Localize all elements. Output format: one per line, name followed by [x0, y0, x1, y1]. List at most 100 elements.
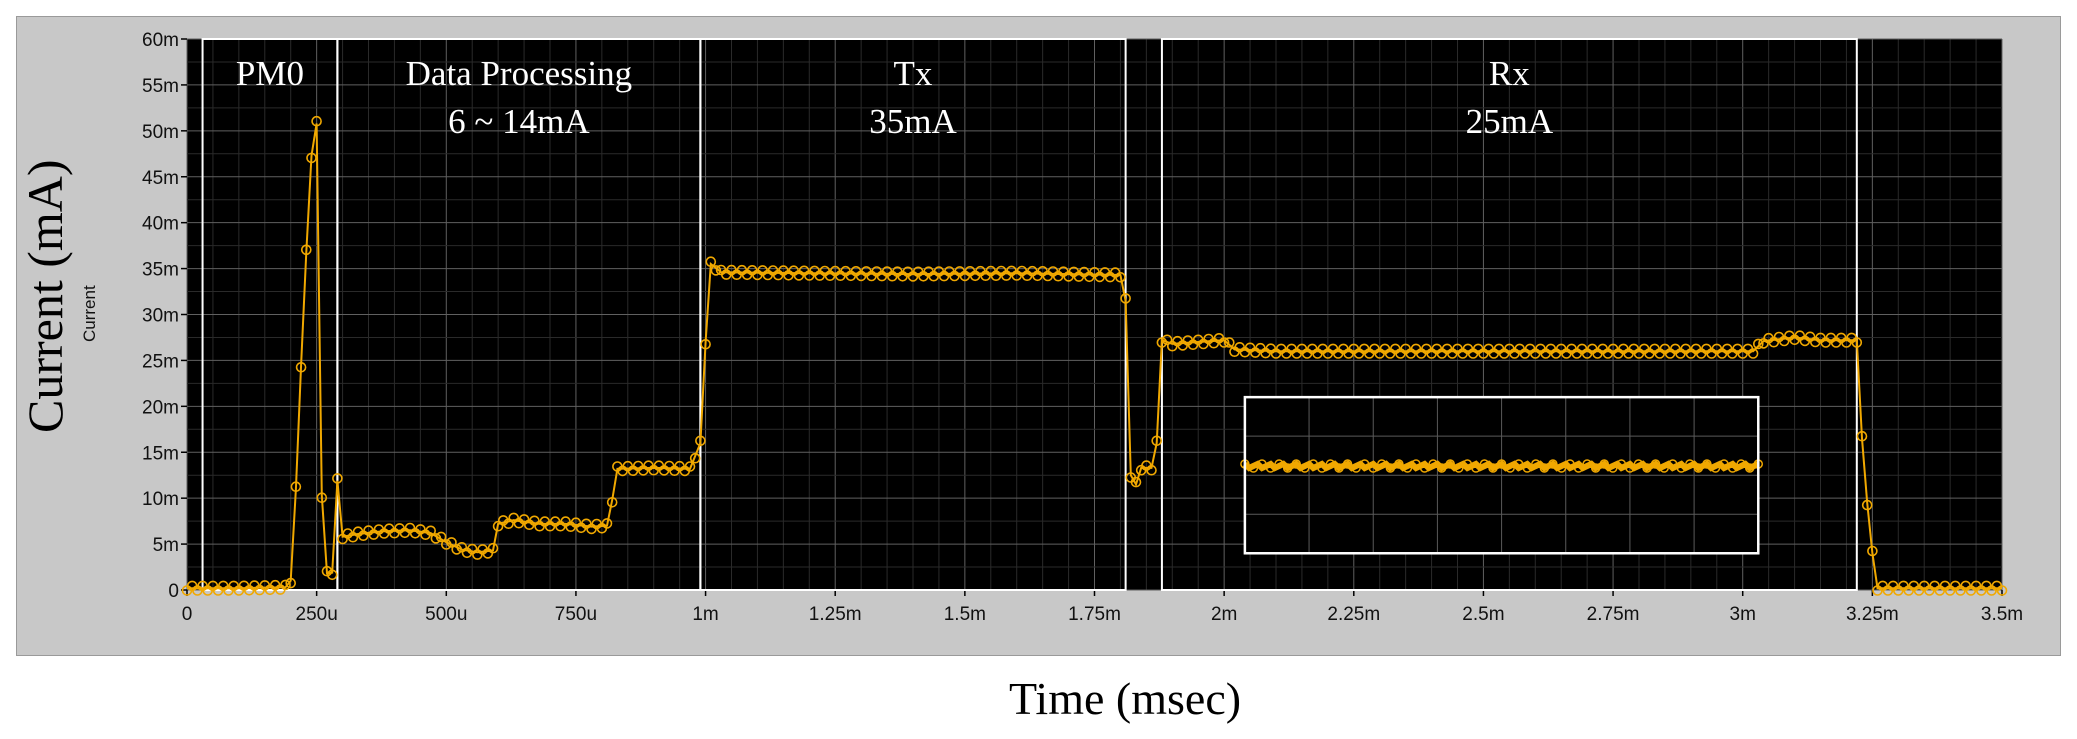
inset-marker: [1539, 463, 1550, 473]
y-tick-label: 10m: [142, 489, 179, 510]
y-tick-label: 45m: [142, 168, 179, 189]
data-point: [1224, 337, 1235, 348]
phase-box: [1160, 38, 1858, 591]
data-point: [451, 544, 463, 555]
x-tick-label: 3.25m: [1846, 604, 1899, 625]
inset-marker: [1471, 463, 1481, 473]
inset-marker: [1693, 463, 1704, 473]
data-point: [1130, 476, 1142, 488]
phase-label: PM0: [236, 54, 304, 93]
inset-marker: [1685, 459, 1695, 469]
y-tick-label: 35m: [142, 260, 179, 281]
data-point: [1161, 334, 1173, 346]
data-point: [1861, 499, 1873, 511]
inset-marker: [1411, 459, 1421, 469]
inset-marker: [1385, 463, 1396, 473]
inset-marker: [1565, 459, 1575, 469]
data-point: [306, 152, 317, 164]
x-tick-label: 3.5m: [1981, 604, 2023, 625]
data-point: [695, 435, 706, 447]
phase-label: Rx: [1489, 54, 1530, 93]
y-axis-inner-label: Current: [80, 285, 99, 342]
data-point: [1867, 545, 1878, 557]
phase-label: 35mA: [869, 102, 957, 141]
inset-marker: [1744, 463, 1755, 473]
data-point: [1151, 435, 1162, 447]
inset-marker: [1505, 463, 1515, 473]
inset-marker: [1265, 463, 1276, 473]
phase-label: 25mA: [1466, 102, 1554, 141]
inset-marker: [1642, 463, 1652, 473]
data-point: [311, 115, 322, 127]
inset-marker: [1300, 463, 1310, 473]
inset-marker: [1342, 459, 1353, 469]
inset-marker: [1616, 459, 1627, 469]
inset-marker: [1522, 463, 1532, 473]
phase-label: 6 ~ 14mA: [448, 102, 590, 141]
inset-marker: [1582, 459, 1592, 469]
inset-marker: [1257, 459, 1267, 469]
data-point: [487, 542, 499, 554]
data-point: [503, 518, 514, 530]
inset-marker: [1573, 463, 1584, 473]
inset-marker: [1633, 459, 1644, 469]
x-tick-label: 500u: [425, 604, 467, 625]
y-tick-label: 20m: [142, 397, 179, 418]
data-point: [280, 579, 291, 591]
inset-marker: [1325, 459, 1336, 469]
inset-marker: [1428, 459, 1438, 469]
data-point: [332, 473, 343, 484]
inset-marker: [1308, 459, 1319, 469]
inset-marker: [1702, 459, 1712, 469]
data-point: [1996, 585, 2008, 596]
y-tick-label: 55m: [142, 76, 179, 97]
data-point: [1747, 348, 1759, 359]
x-tick-label: 1m: [692, 604, 718, 625]
data-point: [430, 533, 442, 544]
y-tick-label: 5m: [153, 535, 179, 556]
x-tick-label: 2m: [1211, 604, 1237, 625]
inset-marker: [1368, 463, 1378, 473]
data-point: [285, 577, 297, 589]
y-tick-label: 50m: [142, 122, 179, 143]
inset-marker: [1548, 459, 1558, 469]
data-point: [1851, 337, 1863, 348]
data-point: [425, 525, 437, 537]
inset-marker: [1710, 463, 1721, 473]
inset-marker: [1496, 459, 1507, 469]
inset-marker: [1377, 459, 1387, 469]
inset-marker: [1599, 459, 1610, 469]
inset-marker: [1590, 463, 1601, 473]
inset-marker: [1531, 459, 1541, 469]
inset-marker: [1248, 463, 1259, 473]
data-point: [1856, 430, 1868, 442]
data-point: [606, 496, 618, 508]
inset-marker: [1727, 463, 1738, 473]
y-tick-label: 0: [168, 581, 179, 602]
x-tick-label: 250u: [296, 604, 338, 625]
inset-marker: [1445, 459, 1455, 469]
data-point: [290, 481, 302, 493]
inset-marker: [1608, 463, 1618, 473]
inset-marker: [1419, 463, 1430, 473]
data-point: [700, 338, 711, 350]
inset-marker: [1513, 459, 1524, 469]
x-axis-title: Time (msec): [1008, 673, 1242, 724]
trace-group: [181, 115, 2008, 596]
inset-marker: [1556, 463, 1567, 473]
inset-marker: [1282, 463, 1293, 473]
x-tick-label: 2.5m: [1462, 604, 1504, 625]
data-point: [492, 520, 504, 532]
data-point: [497, 515, 509, 526]
data-point: [316, 492, 328, 504]
inset-marker: [1351, 463, 1361, 473]
data-point: [295, 361, 307, 373]
x-tick-label: 2.75m: [1587, 604, 1640, 625]
inset-marker: [1462, 459, 1473, 469]
y-tick-label: 40m: [142, 214, 179, 235]
inset-marker: [1659, 463, 1669, 473]
data-point: [684, 461, 696, 472]
inset-marker: [1436, 463, 1447, 473]
inset-marker: [1402, 463, 1413, 473]
